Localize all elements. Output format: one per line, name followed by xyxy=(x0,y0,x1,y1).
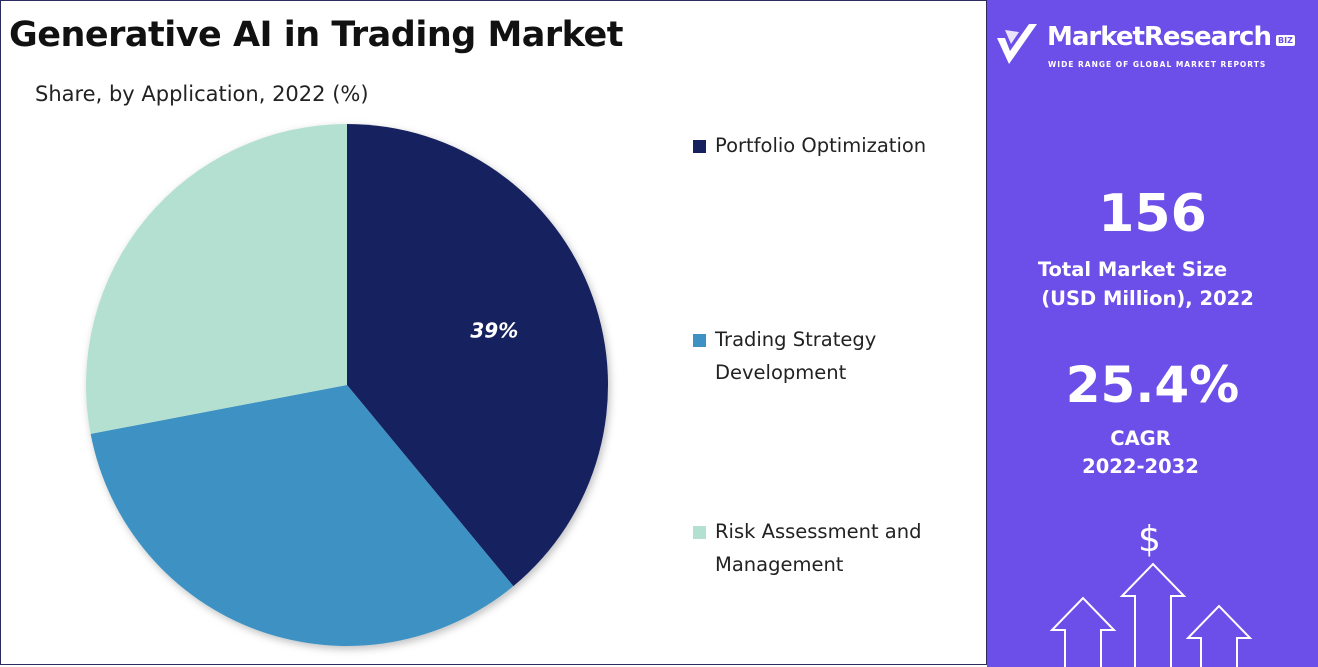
market-size-label-line1: Total Market Size xyxy=(1037,258,1228,281)
data-label-portfolio-optimization: 39% xyxy=(470,318,518,342)
chart-subtitle: Share, by Application, 2022 (%) xyxy=(35,82,369,106)
pie-chart: 39% xyxy=(85,124,608,646)
checkmark-v-icon xyxy=(997,24,1037,64)
cagr-label-line1: CAGR xyxy=(1110,427,1171,450)
cagr-label-line2: 2022-2032 xyxy=(1082,455,1199,478)
pie-slice-risk-assessment-and-management xyxy=(85,124,347,434)
brand-tagline: WIDE RANGE OF GLOBAL MARKET REPORTS xyxy=(1048,60,1267,69)
pie-slice-trading-strategy-development xyxy=(90,385,514,646)
pie-slice-portfolio-optimization xyxy=(347,124,608,587)
legend-label: Trading Strategy xyxy=(715,328,877,351)
legend-swatch xyxy=(693,526,706,539)
legend-item-risk-assessment-and-management: Risk Assessment and Management xyxy=(693,515,978,581)
cagr-value: 25.4% xyxy=(1065,356,1240,414)
legend-swatch xyxy=(693,140,706,153)
legend-label-line2: Development xyxy=(715,361,847,384)
up-arrows-icon xyxy=(1049,562,1253,667)
legend-label: Portfolio Optimization xyxy=(715,134,927,157)
legend-item-portfolio-optimization: Portfolio Optimization xyxy=(693,129,978,162)
legend-label: Risk Assessment and xyxy=(715,520,922,543)
legend-label-line2: Management xyxy=(715,553,844,576)
brand-logo: MarketResearch BIZ WIDE RANGE OF GLOBAL … xyxy=(995,20,1313,75)
market-size-label-line2: (USD Million), 2022 xyxy=(1041,287,1254,310)
summary-panel: MarketResearch BIZ WIDE RANGE OF GLOBAL … xyxy=(987,0,1318,667)
chart-panel: Generative AI in Trading Market Share, b… xyxy=(0,0,987,665)
market-size-value: 156 xyxy=(1098,184,1207,244)
legend-swatch xyxy=(693,334,706,347)
brand-name: MarketResearch xyxy=(1047,22,1272,52)
dollar-icon: $ xyxy=(1138,519,1161,560)
brand-badge: BIZ xyxy=(1276,35,1295,46)
legend-item-trading-strategy-development: Trading Strategy Development xyxy=(693,323,978,389)
chart-title: Generative AI in Trading Market xyxy=(9,15,624,55)
